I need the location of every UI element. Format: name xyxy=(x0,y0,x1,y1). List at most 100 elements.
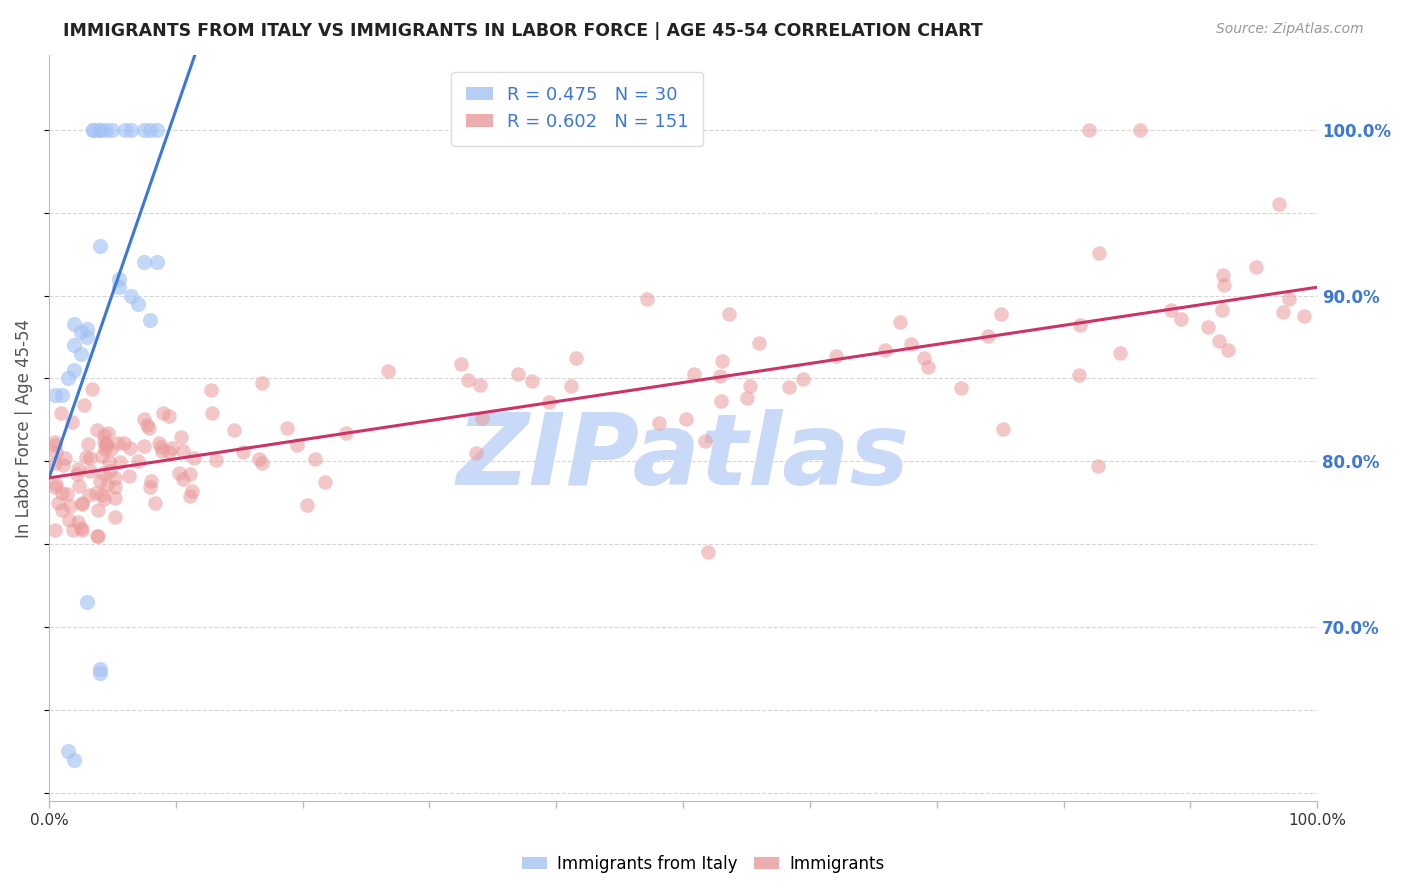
Point xyxy=(51,407,73,421)
Point xyxy=(107,272,129,286)
Point xyxy=(1160,302,1182,317)
Point xyxy=(912,351,935,366)
Point xyxy=(157,445,180,459)
Point xyxy=(222,423,245,437)
Point xyxy=(94,122,117,136)
Point xyxy=(89,661,111,675)
Point xyxy=(1069,318,1091,333)
Point xyxy=(181,483,204,498)
Point xyxy=(675,412,697,426)
Point xyxy=(737,391,759,405)
Point xyxy=(139,122,162,136)
Point xyxy=(1212,268,1234,282)
Point xyxy=(172,472,194,486)
Point xyxy=(89,122,111,136)
Point xyxy=(709,368,731,383)
Point xyxy=(1268,197,1291,211)
Point xyxy=(101,122,124,136)
Point xyxy=(51,485,73,500)
Point xyxy=(120,122,142,136)
Point xyxy=(139,480,162,494)
Point xyxy=(250,376,273,391)
Point xyxy=(683,368,706,382)
Point xyxy=(62,524,84,538)
Point xyxy=(82,122,104,136)
Point xyxy=(97,426,120,441)
Point xyxy=(97,455,120,469)
Point xyxy=(1087,459,1109,474)
Point xyxy=(139,475,162,489)
Point xyxy=(114,436,136,450)
Point xyxy=(1197,320,1219,334)
Point xyxy=(84,486,107,500)
Point xyxy=(148,436,170,450)
Point xyxy=(67,479,90,493)
Point xyxy=(138,421,160,435)
Point xyxy=(114,122,136,136)
Point xyxy=(648,417,671,431)
Point xyxy=(1170,311,1192,326)
Point xyxy=(93,492,115,507)
Point xyxy=(247,452,270,467)
Point xyxy=(66,467,89,482)
Point xyxy=(86,423,108,437)
Point xyxy=(134,412,156,426)
Point xyxy=(1088,246,1111,260)
Point xyxy=(506,367,529,381)
Point xyxy=(127,454,149,468)
Point xyxy=(520,374,543,388)
Point xyxy=(824,349,846,363)
Point xyxy=(44,456,66,470)
Point xyxy=(120,441,142,455)
Point xyxy=(69,521,91,535)
Point xyxy=(44,388,66,402)
Point xyxy=(991,421,1014,435)
Point xyxy=(76,436,98,450)
Point xyxy=(139,313,162,327)
Point xyxy=(127,297,149,311)
Point xyxy=(145,255,167,269)
Point xyxy=(51,503,73,517)
Point xyxy=(471,411,494,425)
Point xyxy=(335,425,357,440)
Point xyxy=(179,467,201,481)
Point xyxy=(276,421,298,435)
Point xyxy=(46,495,69,509)
Point xyxy=(63,753,86,767)
Point xyxy=(132,255,155,269)
Point xyxy=(697,545,720,559)
Point xyxy=(72,497,94,511)
Point xyxy=(80,382,103,396)
Point xyxy=(1109,346,1132,360)
Point xyxy=(873,343,896,357)
Point xyxy=(82,122,104,136)
Point xyxy=(44,438,66,452)
Point xyxy=(89,239,111,253)
Point xyxy=(100,442,122,456)
Point xyxy=(465,446,488,460)
Legend: R = 0.475   N = 30, R = 0.602   N = 151: R = 0.475 N = 30, R = 0.602 N = 151 xyxy=(451,71,703,145)
Point xyxy=(56,744,79,758)
Point xyxy=(1213,278,1236,293)
Point xyxy=(94,442,117,456)
Point xyxy=(63,363,86,377)
Point xyxy=(710,353,733,368)
Point xyxy=(63,338,86,352)
Point xyxy=(717,307,740,321)
Point xyxy=(58,513,80,527)
Point xyxy=(59,499,82,513)
Point xyxy=(104,471,127,485)
Point xyxy=(51,388,73,402)
Point xyxy=(108,454,131,468)
Point xyxy=(76,595,98,609)
Point xyxy=(89,122,111,136)
Point xyxy=(44,523,66,537)
Point xyxy=(45,445,67,459)
Point xyxy=(89,474,111,488)
Point xyxy=(44,434,66,449)
Point xyxy=(560,379,582,393)
Point xyxy=(55,487,77,501)
Point xyxy=(976,329,998,343)
Point xyxy=(73,398,96,412)
Point xyxy=(56,371,79,385)
